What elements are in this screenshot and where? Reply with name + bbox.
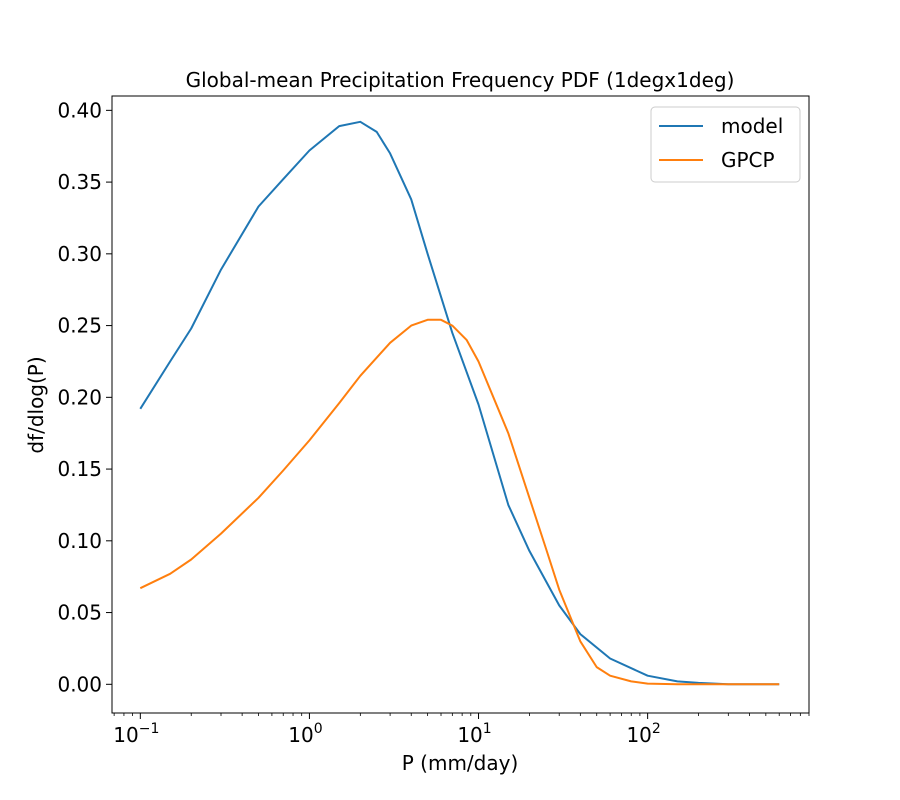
series-line-model <box>139 120 780 686</box>
legend: model GPCP <box>650 106 801 183</box>
y-tick-label: 0.05 <box>57 601 102 625</box>
legend-label-gpcp: GPCP <box>721 148 775 172</box>
x-tick-label: 10−1 <box>113 721 159 747</box>
y-tick-label: 0.10 <box>57 529 102 553</box>
x-tick-label: 100 <box>288 721 322 747</box>
plot-area-frame <box>111 95 810 714</box>
y-tick-label: 0.35 <box>57 170 102 194</box>
y-tick-label: 0.25 <box>57 314 102 338</box>
y-axis: 0.00 0.05 0.10 0.15 0.20 0.25 0.30 0.35 0.40 <box>57 98 112 696</box>
y-tick-label: 0.40 <box>57 98 102 122</box>
x-axis-label: P (mm/day) <box>402 751 519 775</box>
x-tick-label: 102 <box>626 721 660 747</box>
y-tick-label: 0.20 <box>57 385 102 409</box>
series-line-gpcp <box>139 318 780 686</box>
legend-label-model: model <box>721 114 783 138</box>
y-axis-label: df/dlog(P) <box>24 356 48 453</box>
y-tick-label: 0.00 <box>57 672 102 696</box>
chart-title: Global-mean Precipitation Frequency PDF … <box>186 68 735 92</box>
x-tick-label: 101 <box>457 721 491 747</box>
y-tick-label: 0.15 <box>57 457 102 481</box>
series-layer <box>139 120 780 686</box>
x-axis: 10−1 100 101 102 <box>113 713 810 747</box>
y-tick-label: 0.30 <box>57 242 102 266</box>
